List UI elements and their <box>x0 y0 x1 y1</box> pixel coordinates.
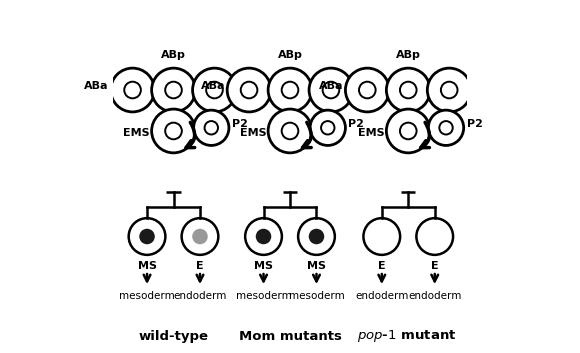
Text: E: E <box>196 261 204 271</box>
Circle shape <box>129 218 165 255</box>
Circle shape <box>151 109 195 153</box>
Circle shape <box>386 109 430 153</box>
Circle shape <box>309 229 324 244</box>
Circle shape <box>346 68 389 112</box>
Circle shape <box>256 229 271 244</box>
Circle shape <box>151 68 195 112</box>
Circle shape <box>139 229 155 244</box>
Text: wild-type: wild-type <box>139 330 209 342</box>
Text: E: E <box>378 261 386 271</box>
Text: ABa: ABa <box>319 82 344 91</box>
Text: EMS: EMS <box>358 128 385 138</box>
Text: endoderm: endoderm <box>408 291 462 300</box>
Text: Mom mutants: Mom mutants <box>238 330 342 342</box>
Circle shape <box>416 218 453 255</box>
Circle shape <box>192 229 208 244</box>
Text: MS: MS <box>137 261 157 271</box>
Circle shape <box>193 68 236 112</box>
Circle shape <box>298 218 335 255</box>
Text: endoderm: endoderm <box>173 291 227 300</box>
Circle shape <box>268 68 312 112</box>
Circle shape <box>194 110 229 145</box>
Text: E: E <box>431 261 438 271</box>
Text: ABa: ABa <box>201 82 226 91</box>
Circle shape <box>268 109 312 153</box>
Circle shape <box>227 68 271 112</box>
Text: mesoderm: mesoderm <box>119 291 175 300</box>
Text: P2: P2 <box>348 119 364 129</box>
Circle shape <box>245 218 282 255</box>
Text: ABa: ABa <box>85 82 109 91</box>
Text: P2: P2 <box>232 119 248 129</box>
Text: ABp: ABp <box>278 50 302 60</box>
Circle shape <box>427 68 471 112</box>
Circle shape <box>310 110 346 145</box>
Text: endoderm: endoderm <box>355 291 408 300</box>
Circle shape <box>182 218 218 255</box>
Circle shape <box>429 110 463 145</box>
Text: MS: MS <box>307 261 326 271</box>
Text: P2: P2 <box>466 119 483 129</box>
Text: $\it{pop}$-$\it{1}$ mutant: $\it{pop}$-$\it{1}$ mutant <box>357 328 456 344</box>
Text: ABp: ABp <box>161 50 186 60</box>
Text: EMS: EMS <box>123 128 150 138</box>
Circle shape <box>364 218 400 255</box>
Text: mesoderm: mesoderm <box>289 291 345 300</box>
Text: ABp: ABp <box>396 50 420 60</box>
Text: mesoderm: mesoderm <box>235 291 291 300</box>
Text: EMS: EMS <box>240 128 266 138</box>
Circle shape <box>386 68 430 112</box>
Circle shape <box>309 68 353 112</box>
Text: MS: MS <box>254 261 273 271</box>
Circle shape <box>111 68 154 112</box>
